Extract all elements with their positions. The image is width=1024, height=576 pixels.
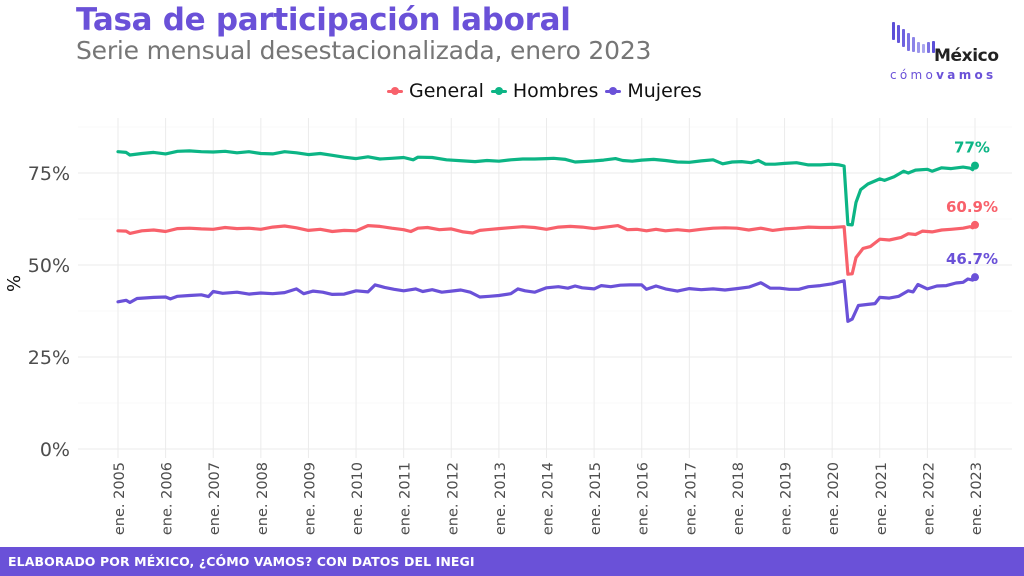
end-labels: 77% 60.9% 46.7% <box>946 139 998 269</box>
x-tick-label: ene. 2008 <box>255 462 271 535</box>
series-line-general <box>116 223 977 276</box>
end-point-hombres <box>971 161 979 170</box>
x-tick-label: ene. 2020 <box>826 462 842 535</box>
legend-key-general <box>386 86 404 96</box>
x-tick-label: ene. 2018 <box>731 462 747 535</box>
x-tick-label: ene. 2005 <box>112 462 128 535</box>
y-axis-label: % <box>4 275 25 292</box>
x-tick-label: ene. 2011 <box>398 462 414 535</box>
end-point-general <box>971 220 979 229</box>
end-label-general: 60.9% <box>946 198 998 216</box>
y-tick-label: 75% <box>28 163 70 185</box>
legend-item-general: General <box>386 80 484 102</box>
line-chart: 0%25%50%75% ene. 2005 ene. 2006 ene. 2007 e… <box>4 118 1012 535</box>
legend-item-mujeres: Mujeres <box>604 80 702 102</box>
mexico-como-vamos-logo: México cómovamos <box>888 22 1000 92</box>
y-tick-label: 25% <box>28 347 70 369</box>
x-tick-label: ene. 2023 <box>969 462 985 535</box>
logo-sub-bold: vamos <box>936 68 997 82</box>
x-tick-label: ene. 2022 <box>921 462 937 535</box>
legend-label-mujeres: Mujeres <box>627 80 702 102</box>
series-line-hombres <box>116 149 977 227</box>
y-axis: 0% 25% 50% 75% <box>28 163 70 461</box>
x-tick-label: ene. 2021 <box>874 462 890 535</box>
y-tick-label: 50% <box>28 255 70 277</box>
x-tick-label: ene. 2013 <box>493 462 509 535</box>
legend-item-hombres: Hombres <box>490 80 598 102</box>
x-tick-label: ene. 2019 <box>779 462 795 535</box>
x-tick-label: ene. 2006 <box>160 462 176 535</box>
x-axis: ene. 2005 ene. 2006 ene. 2007 ene. 2008 ene.… <box>112 462 985 535</box>
chart-title: Tasa de participación laboral <box>76 2 571 38</box>
chart-subtitle: Serie mensual desestacionalizada, enero … <box>76 36 652 65</box>
x-tick-label: ene. 2007 <box>207 462 223 535</box>
logo-sub-light: cómo <box>890 68 937 82</box>
x-tick-label: ene. 2009 <box>302 462 318 535</box>
x-tick-label: ene. 2010 <box>350 462 366 535</box>
footer-source: ELABORADO POR MÉXICO, ¿CÓMO VAMOS? CON D… <box>0 547 1024 576</box>
y-tick-label: 0% <box>40 439 70 461</box>
legend-label-hombres: Hombres <box>512 80 599 102</box>
x-tick-label: ene. 2016 <box>636 462 652 535</box>
end-point-mujeres <box>971 273 979 282</box>
x-tick-label: ene. 2017 <box>683 462 699 535</box>
end-label-mujeres: 46.7% <box>946 250 998 268</box>
x-tick-label: ene. 2012 <box>445 462 461 535</box>
x-tick-label: ene. 2015 <box>588 462 604 535</box>
legend: General Hombres Mujeres <box>386 80 708 102</box>
series-lines <box>116 149 979 323</box>
end-label-hombres: 77% <box>954 139 990 157</box>
legend-key-hombres <box>490 86 508 96</box>
x-tick-label: ene. 2014 <box>541 462 557 535</box>
series-line-mujeres <box>116 275 977 323</box>
logo-word: México <box>934 46 999 66</box>
legend-key-mujeres <box>604 86 622 96</box>
logo-bars-icon <box>892 22 938 54</box>
legend-label-general: General <box>409 80 484 102</box>
logo-subtitle: cómovamos <box>890 68 996 82</box>
